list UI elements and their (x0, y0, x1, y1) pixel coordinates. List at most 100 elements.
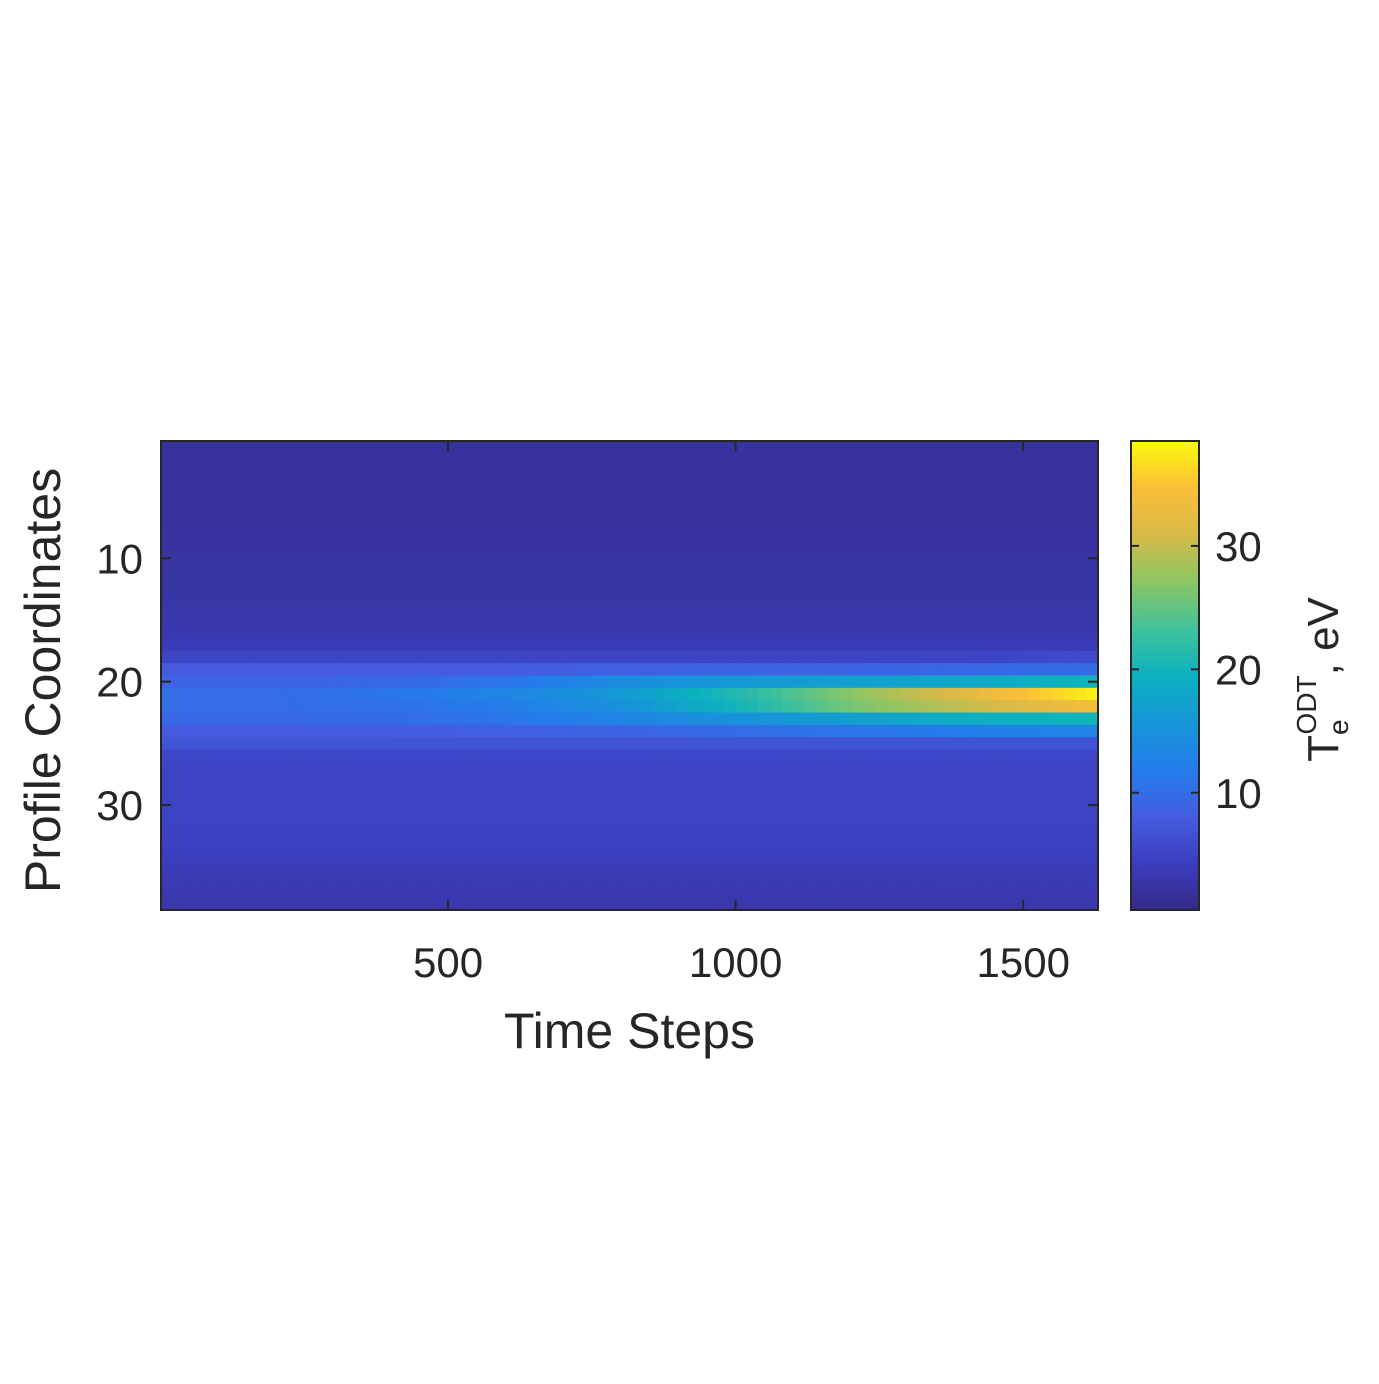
heatmap-cell (723, 712, 736, 726)
heatmap-cell (582, 589, 595, 603)
heatmap-cell (887, 441, 900, 454)
heatmap-cell (301, 441, 314, 454)
heatmap-cell (863, 860, 877, 874)
heatmap-cell (699, 552, 713, 566)
heatmap-cell (161, 786, 174, 800)
heatmap-cell (1074, 737, 1087, 751)
heatmap-cell (535, 589, 549, 603)
heatmap-cell (582, 761, 595, 775)
heatmap-cell (172, 465, 186, 479)
heatmap-cell (219, 848, 232, 862)
heatmap-cell (488, 749, 502, 763)
heatmap-cell (910, 663, 923, 677)
heatmap-cell (723, 441, 736, 454)
heatmap-cell (629, 749, 642, 763)
heatmap-cell (875, 502, 888, 516)
heatmap-cell (1086, 885, 1099, 899)
heatmap-cell (781, 774, 795, 788)
heatmap-cell (442, 589, 455, 603)
heatmap-cell (207, 761, 221, 775)
heatmap-cell (500, 650, 513, 664)
heatmap-cell (1016, 638, 1029, 652)
heatmap-cell (781, 897, 795, 911)
heatmap-cell (231, 761, 244, 775)
heatmap-cell (196, 650, 209, 664)
heatmap-cell (723, 453, 736, 467)
heatmap-cell (1062, 613, 1076, 627)
heatmap-cell (582, 527, 595, 541)
heatmap-cell (922, 675, 935, 689)
heatmap-cell (793, 589, 806, 603)
heatmap-cell (547, 724, 560, 738)
heatmap-cell (863, 786, 877, 800)
heatmap-cell (992, 638, 1005, 652)
heatmap-cell (395, 502, 408, 516)
heatmap-cell (711, 835, 724, 849)
heatmap-cell (512, 872, 525, 886)
heatmap-cell (395, 712, 408, 726)
heatmap-cell (278, 737, 291, 751)
heatmap-cell (500, 774, 513, 788)
heatmap-cell (172, 786, 186, 800)
heatmap-cell (1051, 515, 1064, 528)
heatmap-cell (1016, 712, 1029, 726)
heatmap-cell (242, 811, 256, 825)
heatmap-cell (1051, 539, 1064, 553)
heatmap-cell (1062, 872, 1076, 886)
heatmap-cell (805, 441, 818, 454)
heatmap-cell (430, 774, 443, 788)
heatmap-cell (207, 749, 221, 763)
heatmap-cell (629, 848, 642, 862)
heatmap-cell (676, 798, 689, 812)
heatmap-cell (395, 774, 408, 788)
heatmap-cell (1074, 613, 1087, 627)
heatmap-cell (488, 638, 502, 652)
heatmap-cell (805, 539, 818, 553)
heatmap-cell (828, 515, 841, 528)
heatmap-cell (1004, 823, 1017, 837)
heatmap-cell (852, 798, 865, 812)
heatmap-cell (898, 774, 912, 788)
heatmap-cell (242, 638, 256, 652)
heatmap-cell (934, 552, 947, 566)
heatmap-cell (418, 700, 431, 714)
heatmap-cell (430, 860, 443, 874)
heatmap-cell (383, 552, 396, 566)
heatmap-cell (406, 700, 420, 714)
heatmap-cell (430, 675, 443, 689)
heatmap-cell (898, 848, 912, 862)
heatmap-cell (1039, 552, 1052, 566)
heatmap-cell (1086, 613, 1099, 627)
heatmap-cell (781, 848, 795, 862)
heatmap-cell (699, 724, 713, 738)
heatmap-cell (1051, 835, 1064, 849)
heatmap-cell (278, 885, 291, 899)
heatmap-cell (301, 712, 314, 726)
heatmap-cell (231, 687, 244, 701)
heatmap-cell (313, 601, 326, 615)
heatmap-cell (840, 478, 853, 491)
heatmap-cell (606, 786, 619, 800)
heatmap-cell (1027, 441, 1041, 454)
heatmap-cell (1074, 860, 1087, 874)
heatmap-cell (922, 576, 935, 590)
heatmap-cell (266, 626, 279, 640)
heatmap-cell (805, 576, 818, 590)
heatmap-cell (840, 441, 853, 454)
heatmap-cell (1016, 786, 1029, 800)
heatmap-cell (360, 478, 373, 491)
heatmap-cell (196, 724, 209, 738)
heatmap-cell (840, 811, 853, 825)
heatmap-cell (1074, 564, 1087, 578)
heatmap-cell (1086, 478, 1099, 491)
heatmap-cell (1062, 638, 1076, 652)
heatmap-cell (196, 823, 209, 837)
heatmap-cell (980, 564, 994, 578)
heatmap-cell (231, 626, 244, 640)
heatmap-cell (816, 835, 830, 849)
heatmap-cell (406, 885, 420, 899)
heatmap-cell (770, 515, 783, 528)
heatmap-cell (641, 441, 654, 454)
heatmap-cell (723, 465, 736, 479)
heatmap-cell (910, 650, 923, 664)
